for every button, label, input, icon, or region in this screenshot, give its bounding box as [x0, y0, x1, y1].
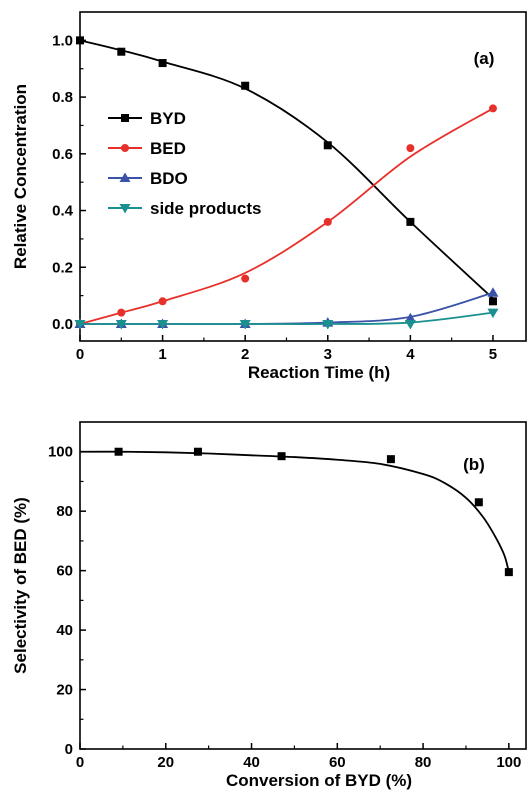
x-axis-title: Conversion of BYD (%)	[226, 771, 412, 790]
data-point	[406, 217, 415, 226]
series-fit-line	[79, 291, 494, 325]
data-point	[474, 498, 483, 507]
y-tick-label: 0.8	[52, 89, 73, 106]
x-axis-title: Reaction Time (h)	[248, 363, 390, 382]
legend-item: BED	[108, 139, 186, 158]
chart-panel-a: 0 1 2 3 4 5 0.0 0.2 0.4 0.6 0.8 1.0 Reaction Time (h…	[11, 11, 527, 382]
data-point	[322, 319, 334, 330]
data-point	[386, 455, 395, 464]
x-tick-label: 3	[324, 346, 332, 363]
x-tick-label: 0	[76, 346, 84, 363]
data-point	[404, 312, 416, 323]
x-tick-label: 4	[406, 346, 415, 363]
legend-item: BDO	[108, 169, 188, 188]
legend-marker	[119, 204, 131, 214]
legend-label: BDO	[150, 169, 188, 188]
legend: BYD BED BDO side products	[108, 109, 261, 218]
data-point	[404, 319, 416, 330]
legend-marker	[121, 144, 129, 152]
y-tick-label: 0	[65, 741, 73, 758]
y-tick-label: 20	[56, 682, 73, 699]
legend-item: BYD	[108, 109, 186, 128]
panel-label: (b)	[463, 455, 485, 474]
x-tick-label: 20	[157, 754, 174, 771]
data-point	[488, 104, 497, 113]
data-point	[193, 447, 202, 456]
y-tick-label: 60	[56, 563, 73, 580]
data-point	[117, 308, 126, 317]
legend-item: side products	[108, 199, 261, 218]
data-point	[323, 217, 332, 226]
data-point	[76, 36, 84, 45]
data-point	[157, 319, 169, 330]
data-point	[74, 319, 86, 330]
data-point	[115, 319, 127, 330]
x-tick-label: 60	[329, 754, 346, 771]
legend-label: side products	[150, 199, 261, 218]
x-tick-label: 40	[243, 754, 260, 771]
y-tick-label: 80	[56, 503, 73, 520]
y-tick-label: 0.6	[52, 146, 73, 163]
data-point	[487, 308, 499, 319]
data-point	[241, 274, 250, 283]
x-tick-label: 1	[158, 346, 166, 363]
y-tick-label: 0.2	[52, 259, 73, 276]
y-axis-title: Relative Concentration	[11, 84, 30, 269]
x-tick-label: 2	[241, 346, 249, 363]
plot-frame	[79, 421, 527, 750]
y-axis-title: Selectivity of BED (%)	[11, 497, 30, 674]
series-fit-line	[79, 311, 494, 325]
chart-panel-b: 0 20 40 60 80 100 0 20 40 60 80 100 Conversion of BY…	[11, 421, 527, 790]
legend-label: BYD	[150, 109, 186, 128]
series-fit-line	[79, 39, 494, 300]
y-tick-label: 0.0	[52, 316, 73, 333]
series-data	[79, 447, 513, 577]
x-tick-label: 80	[415, 754, 432, 771]
x-tick-label: 5	[489, 346, 497, 363]
data-point	[487, 287, 499, 297]
series-byd	[76, 36, 497, 306]
series-fit-line	[79, 107, 494, 325]
y-tick-label: 40	[56, 622, 73, 639]
data-point	[158, 59, 167, 68]
data-point	[406, 144, 415, 153]
data-point	[488, 297, 497, 306]
data-point	[117, 47, 126, 56]
data-point	[241, 81, 250, 90]
legend-marker	[121, 114, 129, 122]
data-point	[277, 452, 286, 461]
data-point	[114, 447, 123, 456]
data-point	[158, 297, 167, 306]
series-bed	[76, 104, 497, 328]
legend-label: BED	[150, 139, 186, 158]
x-tick-label: 100	[496, 754, 521, 771]
data-point	[504, 568, 513, 577]
series-side-products	[74, 308, 499, 330]
series-fit-line	[79, 450, 510, 573]
plot-frame	[79, 11, 527, 342]
y-tick-label: 0.4	[52, 203, 74, 220]
y-tick-label: 100	[48, 444, 73, 461]
legend-marker	[119, 172, 131, 182]
panel-label: (a)	[474, 49, 495, 68]
data-point	[323, 141, 332, 150]
x-tick-label: 0	[76, 754, 84, 771]
y-tick-label: 1.0	[52, 32, 73, 49]
data-point	[239, 319, 251, 330]
